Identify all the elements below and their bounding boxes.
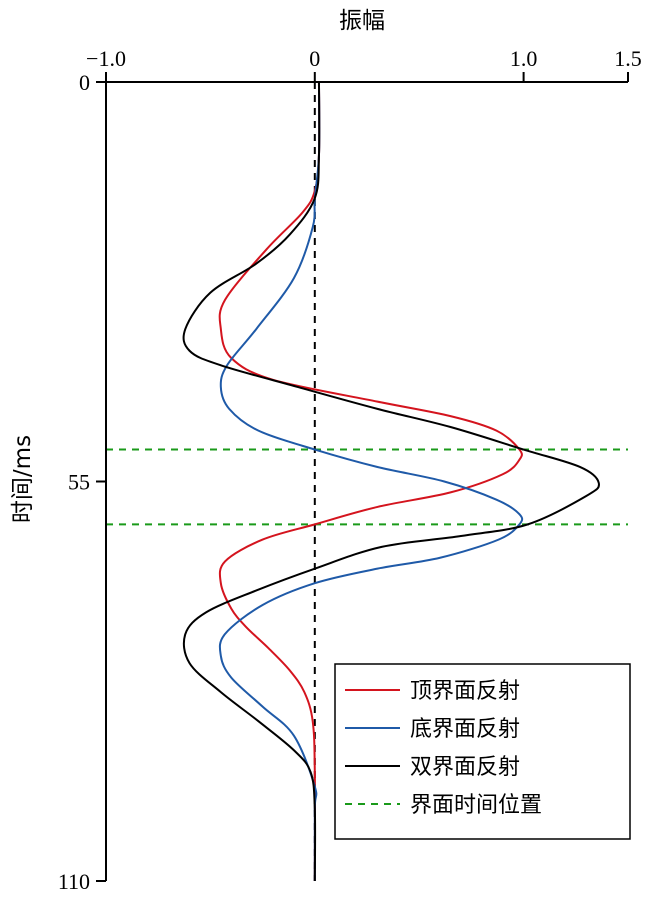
interface-lines bbox=[106, 448, 628, 526]
y-tick-label: 0 bbox=[79, 70, 90, 95]
x-tick-label: 0 bbox=[309, 46, 320, 71]
legend: 顶界面反射 底界面反射 双界面反射 界面时间位置 bbox=[334, 663, 631, 840]
x-tick-label: 1.5 bbox=[614, 46, 642, 71]
legend-label-top: 顶界面反射 bbox=[410, 679, 520, 704]
legend-label-interface: 界面时间位置 bbox=[410, 793, 542, 818]
series-double-reflection bbox=[182, 81, 601, 882]
y-axis: 0 55 110 bbox=[58, 70, 107, 894]
series-bottom-reflection bbox=[218, 81, 524, 881]
x-axis: −1.0 0 1.0 1.5 bbox=[86, 46, 642, 83]
x-axis-title: 振幅 bbox=[339, 8, 385, 34]
legend-label-bottom: 底界面反射 bbox=[410, 717, 520, 742]
legend-label-double: 双界面反射 bbox=[410, 755, 520, 780]
plot-area bbox=[106, 81, 628, 882]
y-tick-label: 110 bbox=[58, 869, 90, 894]
x-tick-label: −1.0 bbox=[86, 46, 126, 71]
series-group bbox=[182, 81, 601, 882]
legend-box bbox=[334, 663, 631, 840]
y-axis-title: 时间/ms bbox=[10, 435, 36, 523]
y-tick-label: 55 bbox=[68, 470, 90, 495]
x-tick-label: 1.0 bbox=[510, 46, 538, 71]
series-top-reflection bbox=[218, 81, 523, 882]
